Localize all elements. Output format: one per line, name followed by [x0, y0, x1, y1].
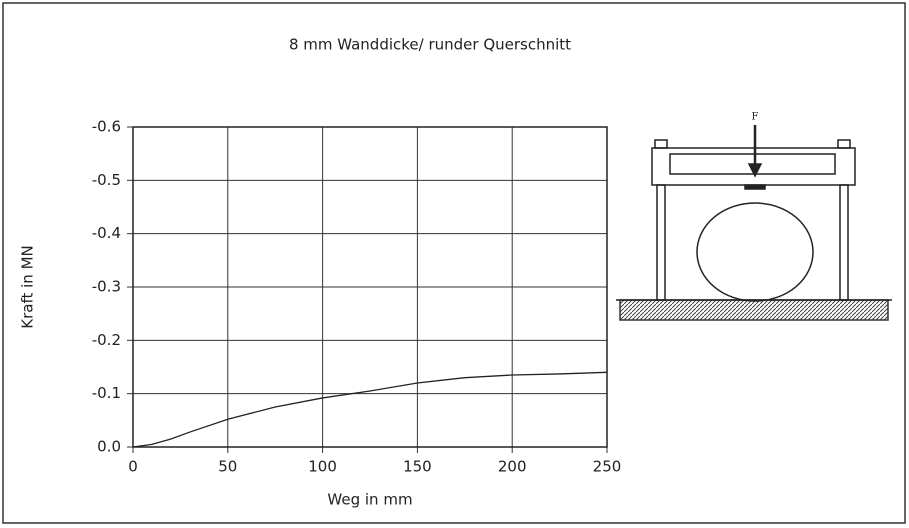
y-tick-label: -0.2 [92, 331, 121, 349]
plot-border [132, 126, 608, 448]
x-axis-label: Weg in mm [327, 491, 412, 509]
beam-inner [669, 153, 836, 175]
x-tick-label: 200 [498, 458, 527, 476]
load-plate [744, 184, 766, 190]
y-tick-label: -0.1 [92, 384, 121, 402]
ground [619, 299, 889, 321]
pillar [656, 184, 666, 301]
y-tick-label: -0.3 [92, 278, 121, 296]
force-label: F [752, 112, 759, 123]
x-tick-label: 150 [403, 458, 432, 476]
pillar-cap [837, 139, 851, 149]
chart-title: 8 mm Wanddicke/ runder Querschnitt [289, 36, 571, 54]
y-axis-label: Kraft in MN [19, 245, 37, 328]
arrow-head [747, 163, 763, 178]
pipe-cross-section [696, 202, 814, 302]
y-tick-label: -0.4 [92, 224, 121, 242]
pillar [839, 184, 849, 301]
x-tick-label: 0 [128, 458, 138, 476]
x-tick-label: 100 [308, 458, 337, 476]
y-tick-label: -0.6 [92, 118, 121, 136]
test-rig-diagram [616, 125, 892, 321]
x-tick-label: 50 [218, 458, 237, 476]
pillar-cap [654, 139, 668, 149]
y-tick-label: -0.5 [92, 171, 121, 189]
x-tick-label: 250 [593, 458, 622, 476]
data-line [132, 371, 608, 448]
y-tick-label: 0.0 [97, 438, 121, 456]
